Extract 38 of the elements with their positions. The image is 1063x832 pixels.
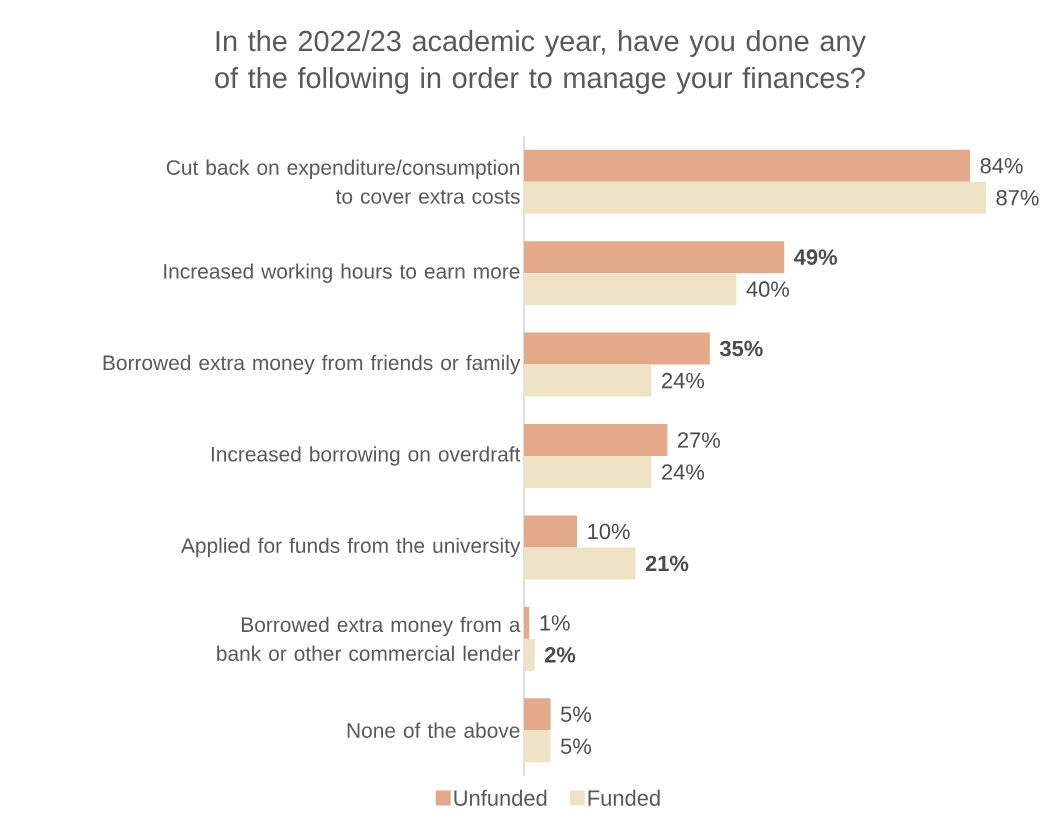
bar xyxy=(524,638,535,671)
data-label: 5% xyxy=(560,706,591,722)
chart-title: In the 2022/23 academic year, have you done any of the following in order to manage your finances? xyxy=(215,30,866,94)
bar xyxy=(524,515,578,548)
data-label: 27% xyxy=(678,432,720,448)
y-tick-label: Applied for funds from the university xyxy=(180,537,521,558)
data-label: 35% xyxy=(719,340,763,357)
data-label: 1% xyxy=(540,615,570,631)
data-label: 40% xyxy=(746,281,790,297)
legend-label: Unfunded xyxy=(454,789,547,806)
data-label: 21% xyxy=(645,555,689,572)
bar xyxy=(524,181,986,214)
bar xyxy=(524,455,652,488)
bar xyxy=(524,241,785,274)
data-label: 87% xyxy=(996,189,1039,206)
legend-label: Funded xyxy=(588,789,660,806)
bar xyxy=(524,364,652,397)
data-label: 10% xyxy=(588,523,630,540)
data-label: 49% xyxy=(794,249,838,265)
data-label: 5% xyxy=(560,738,591,754)
data-label: 24% xyxy=(662,372,705,389)
y-tick-label: Increased borrowing on overdraft xyxy=(211,446,521,466)
data-label: 84% xyxy=(980,157,1023,174)
data-label: 24% xyxy=(662,464,705,480)
y-tick-label: Borrowed extra money from a bank or other commercial lender xyxy=(217,616,521,661)
bar xyxy=(524,547,636,580)
y-tick-label: None of the above xyxy=(347,722,520,738)
y-tick-label: Cut back on expenditure/consumption to cover extra costs xyxy=(166,159,520,204)
bar xyxy=(524,273,737,306)
data-label: 2% xyxy=(544,647,576,663)
bar xyxy=(524,423,668,456)
y-tick-label: Increased working hours to earn more xyxy=(164,263,520,283)
bar xyxy=(524,730,551,763)
bar xyxy=(524,606,530,639)
bar xyxy=(524,698,551,731)
y-tick-label: Borrowed extra money from friends or family xyxy=(103,354,521,375)
bar xyxy=(524,149,971,182)
bar xyxy=(524,332,710,365)
